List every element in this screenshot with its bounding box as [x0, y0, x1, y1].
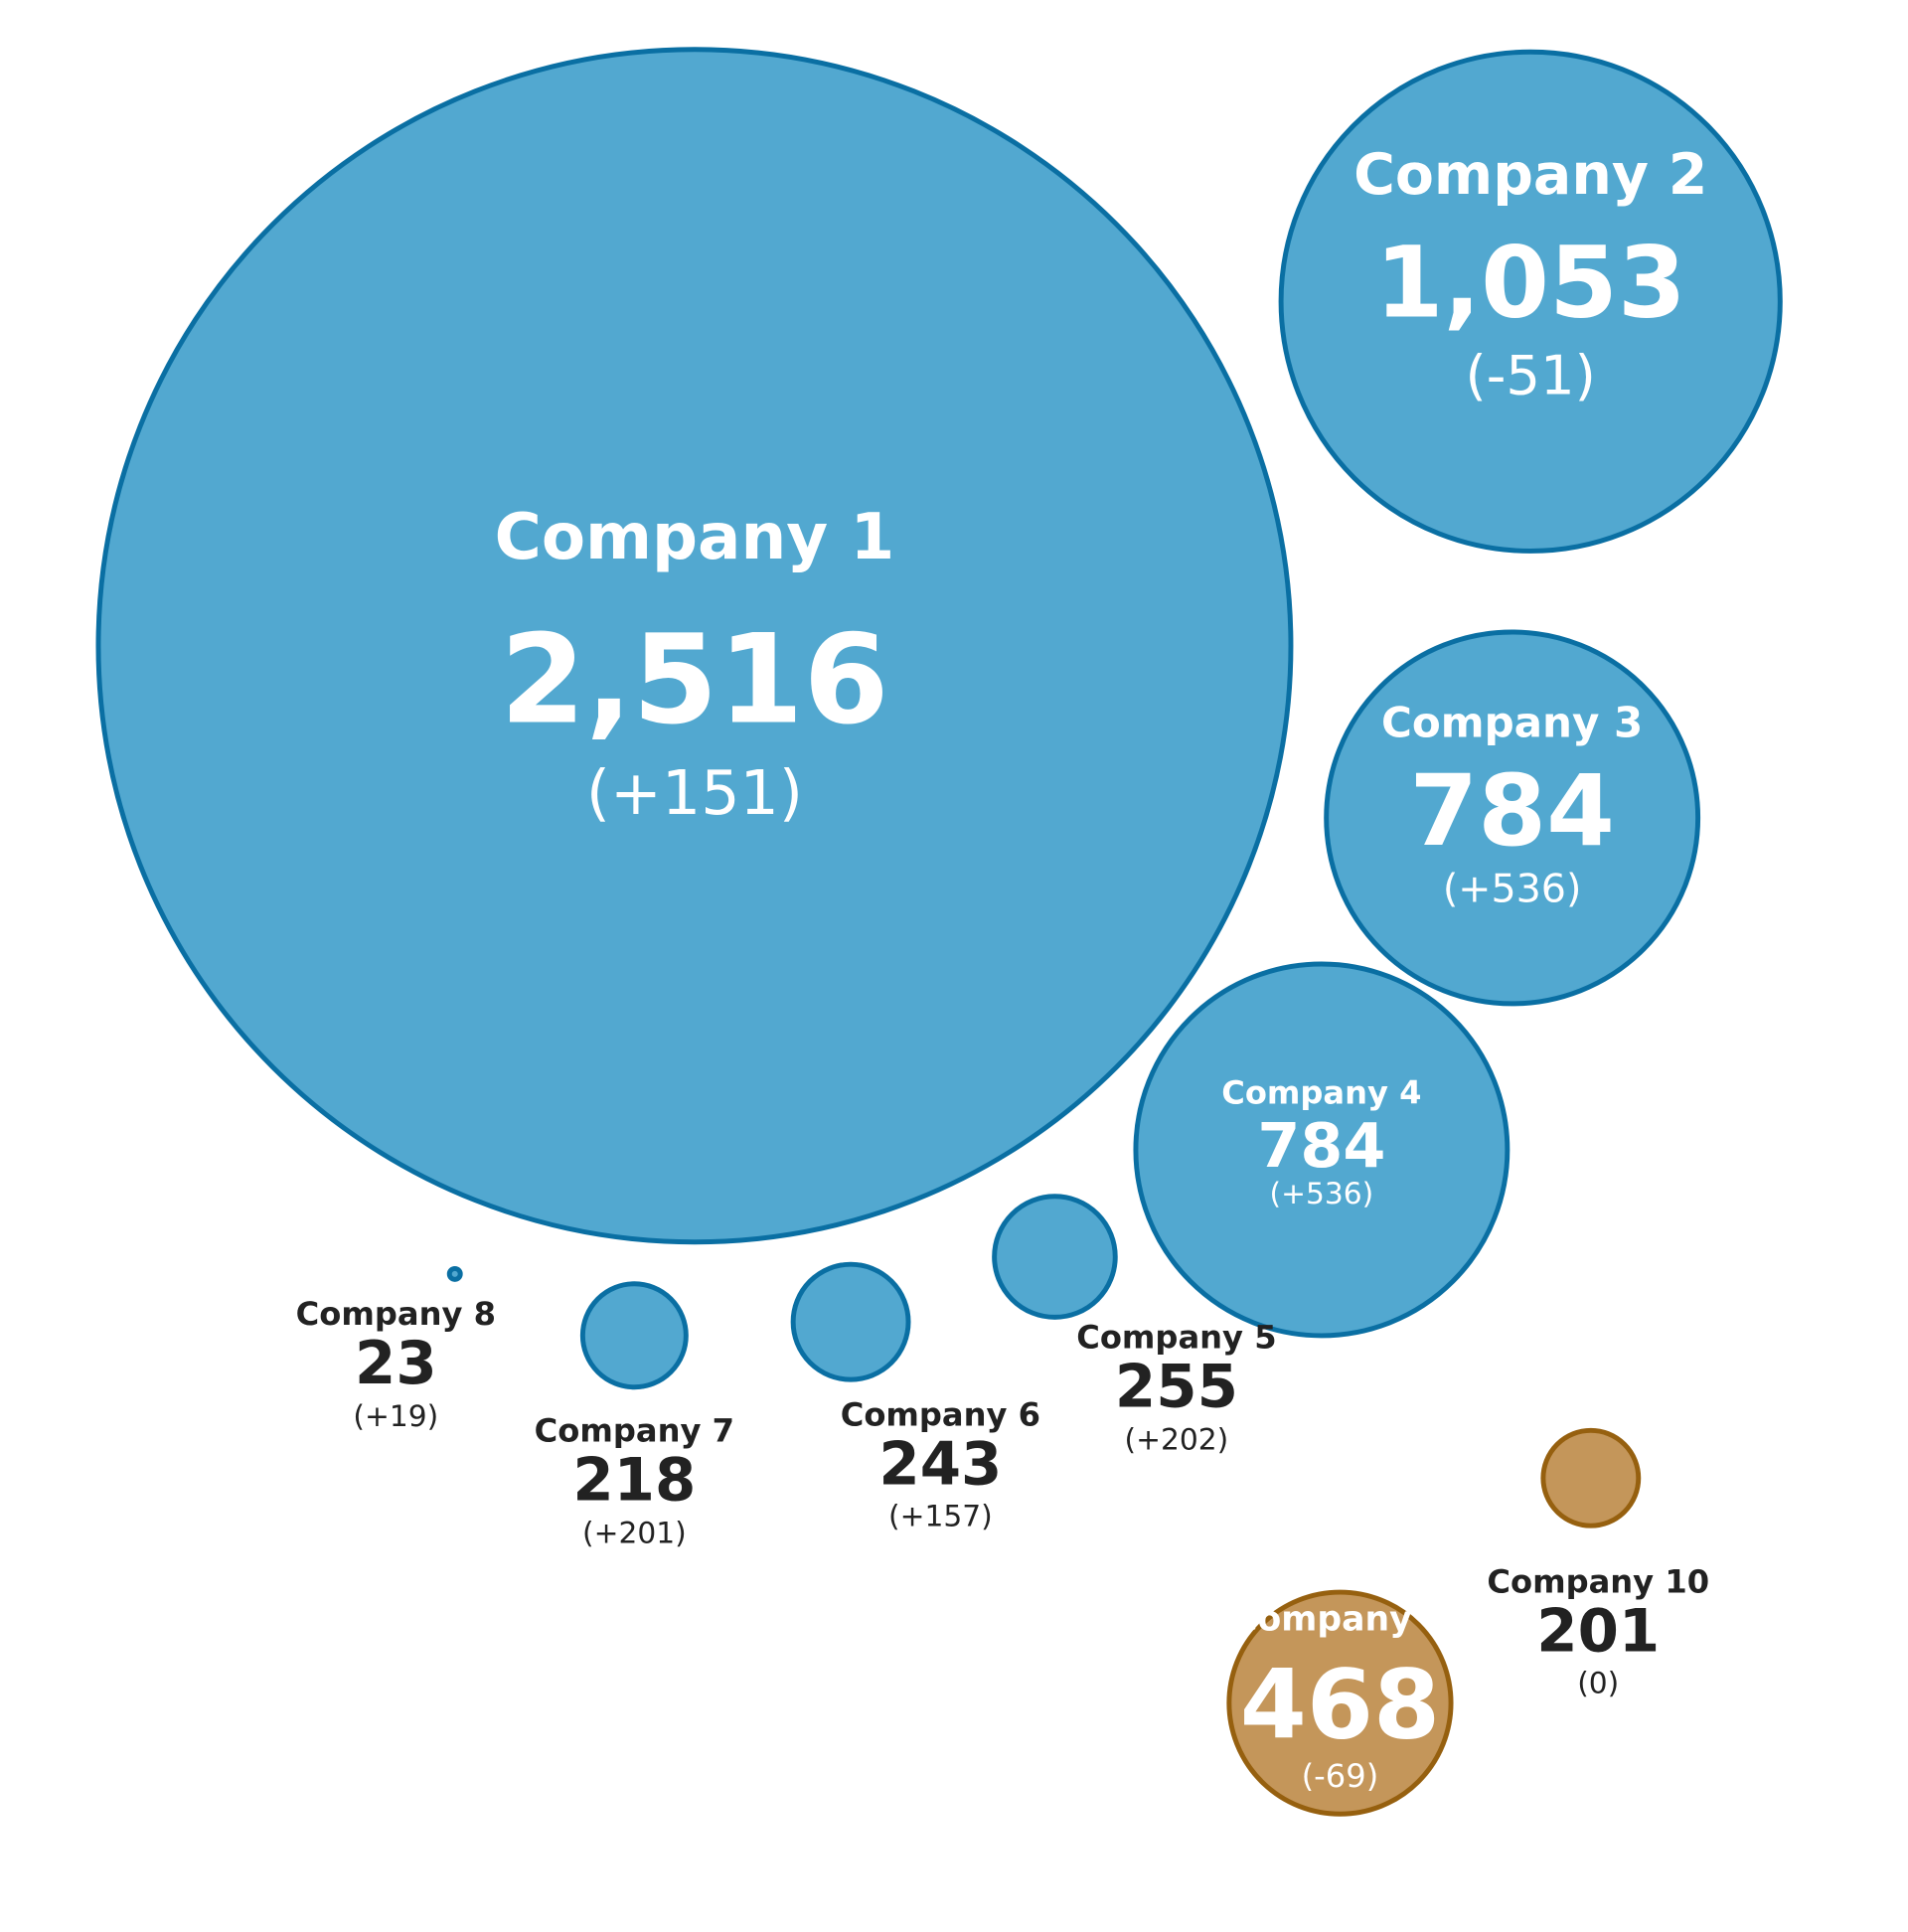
bubble: [446, 1265, 463, 1282]
bubble-change-label: (-51): [1466, 343, 1596, 406]
bubble-change-label: (+536): [1270, 1177, 1374, 1211]
bubble-change-label: (+536): [1443, 867, 1582, 912]
bubble: [992, 1194, 1118, 1320]
bubble-value-label: 784: [1409, 754, 1615, 869]
bubble-change-label: (+157): [888, 1499, 993, 1533]
bubble-value-label: 218: [572, 1447, 696, 1516]
bubble-name: Company 1: [495, 500, 895, 574]
bubble-value-label: 255: [1115, 1354, 1238, 1422]
bubble-value-label: 243: [878, 1430, 1002, 1499]
bubble-name: Company 8: [296, 1295, 496, 1333]
bubble-name: Company 3: [1381, 699, 1643, 747]
bubble: [1226, 1589, 1454, 1817]
bubble-change-label: (0): [1577, 1667, 1619, 1701]
bubble-name: Company 4: [1221, 1073, 1421, 1111]
bubble-name: Company 7: [535, 1411, 734, 1449]
bubble-change-label: (+201): [582, 1517, 687, 1551]
bubble-name: Company 6: [841, 1395, 1040, 1433]
bubble: [790, 1261, 911, 1382]
bubble-change-label: (+151): [586, 757, 803, 829]
bubble-change-label: (-69): [1302, 1757, 1379, 1795]
bubble-value-label: 468: [1240, 1649, 1440, 1761]
bubble-value-label: 1,053: [1375, 226, 1686, 340]
bubble-name: Company 2: [1353, 142, 1707, 208]
bubble-name: Company 5: [1076, 1318, 1276, 1356]
bubble: [579, 1281, 689, 1390]
bubble-change-label: (+202): [1125, 1423, 1229, 1458]
bubble-value-label: 23: [355, 1330, 437, 1398]
bubble-name: Company 10: [1487, 1563, 1709, 1601]
bubble-value-label: 201: [1536, 1598, 1660, 1667]
bubble-change-label: (+19): [353, 1399, 438, 1434]
bubble: [1324, 629, 1701, 1007]
bubble: [1133, 961, 1510, 1339]
bubble-value-label: 784: [1257, 1110, 1385, 1182]
bubble: [1540, 1427, 1642, 1529]
bubble: [95, 47, 1294, 1245]
bubble-value-label: 2,516: [500, 609, 888, 752]
bubble-name: Company 9: [1232, 1600, 1448, 1640]
bubble: [1278, 49, 1783, 554]
